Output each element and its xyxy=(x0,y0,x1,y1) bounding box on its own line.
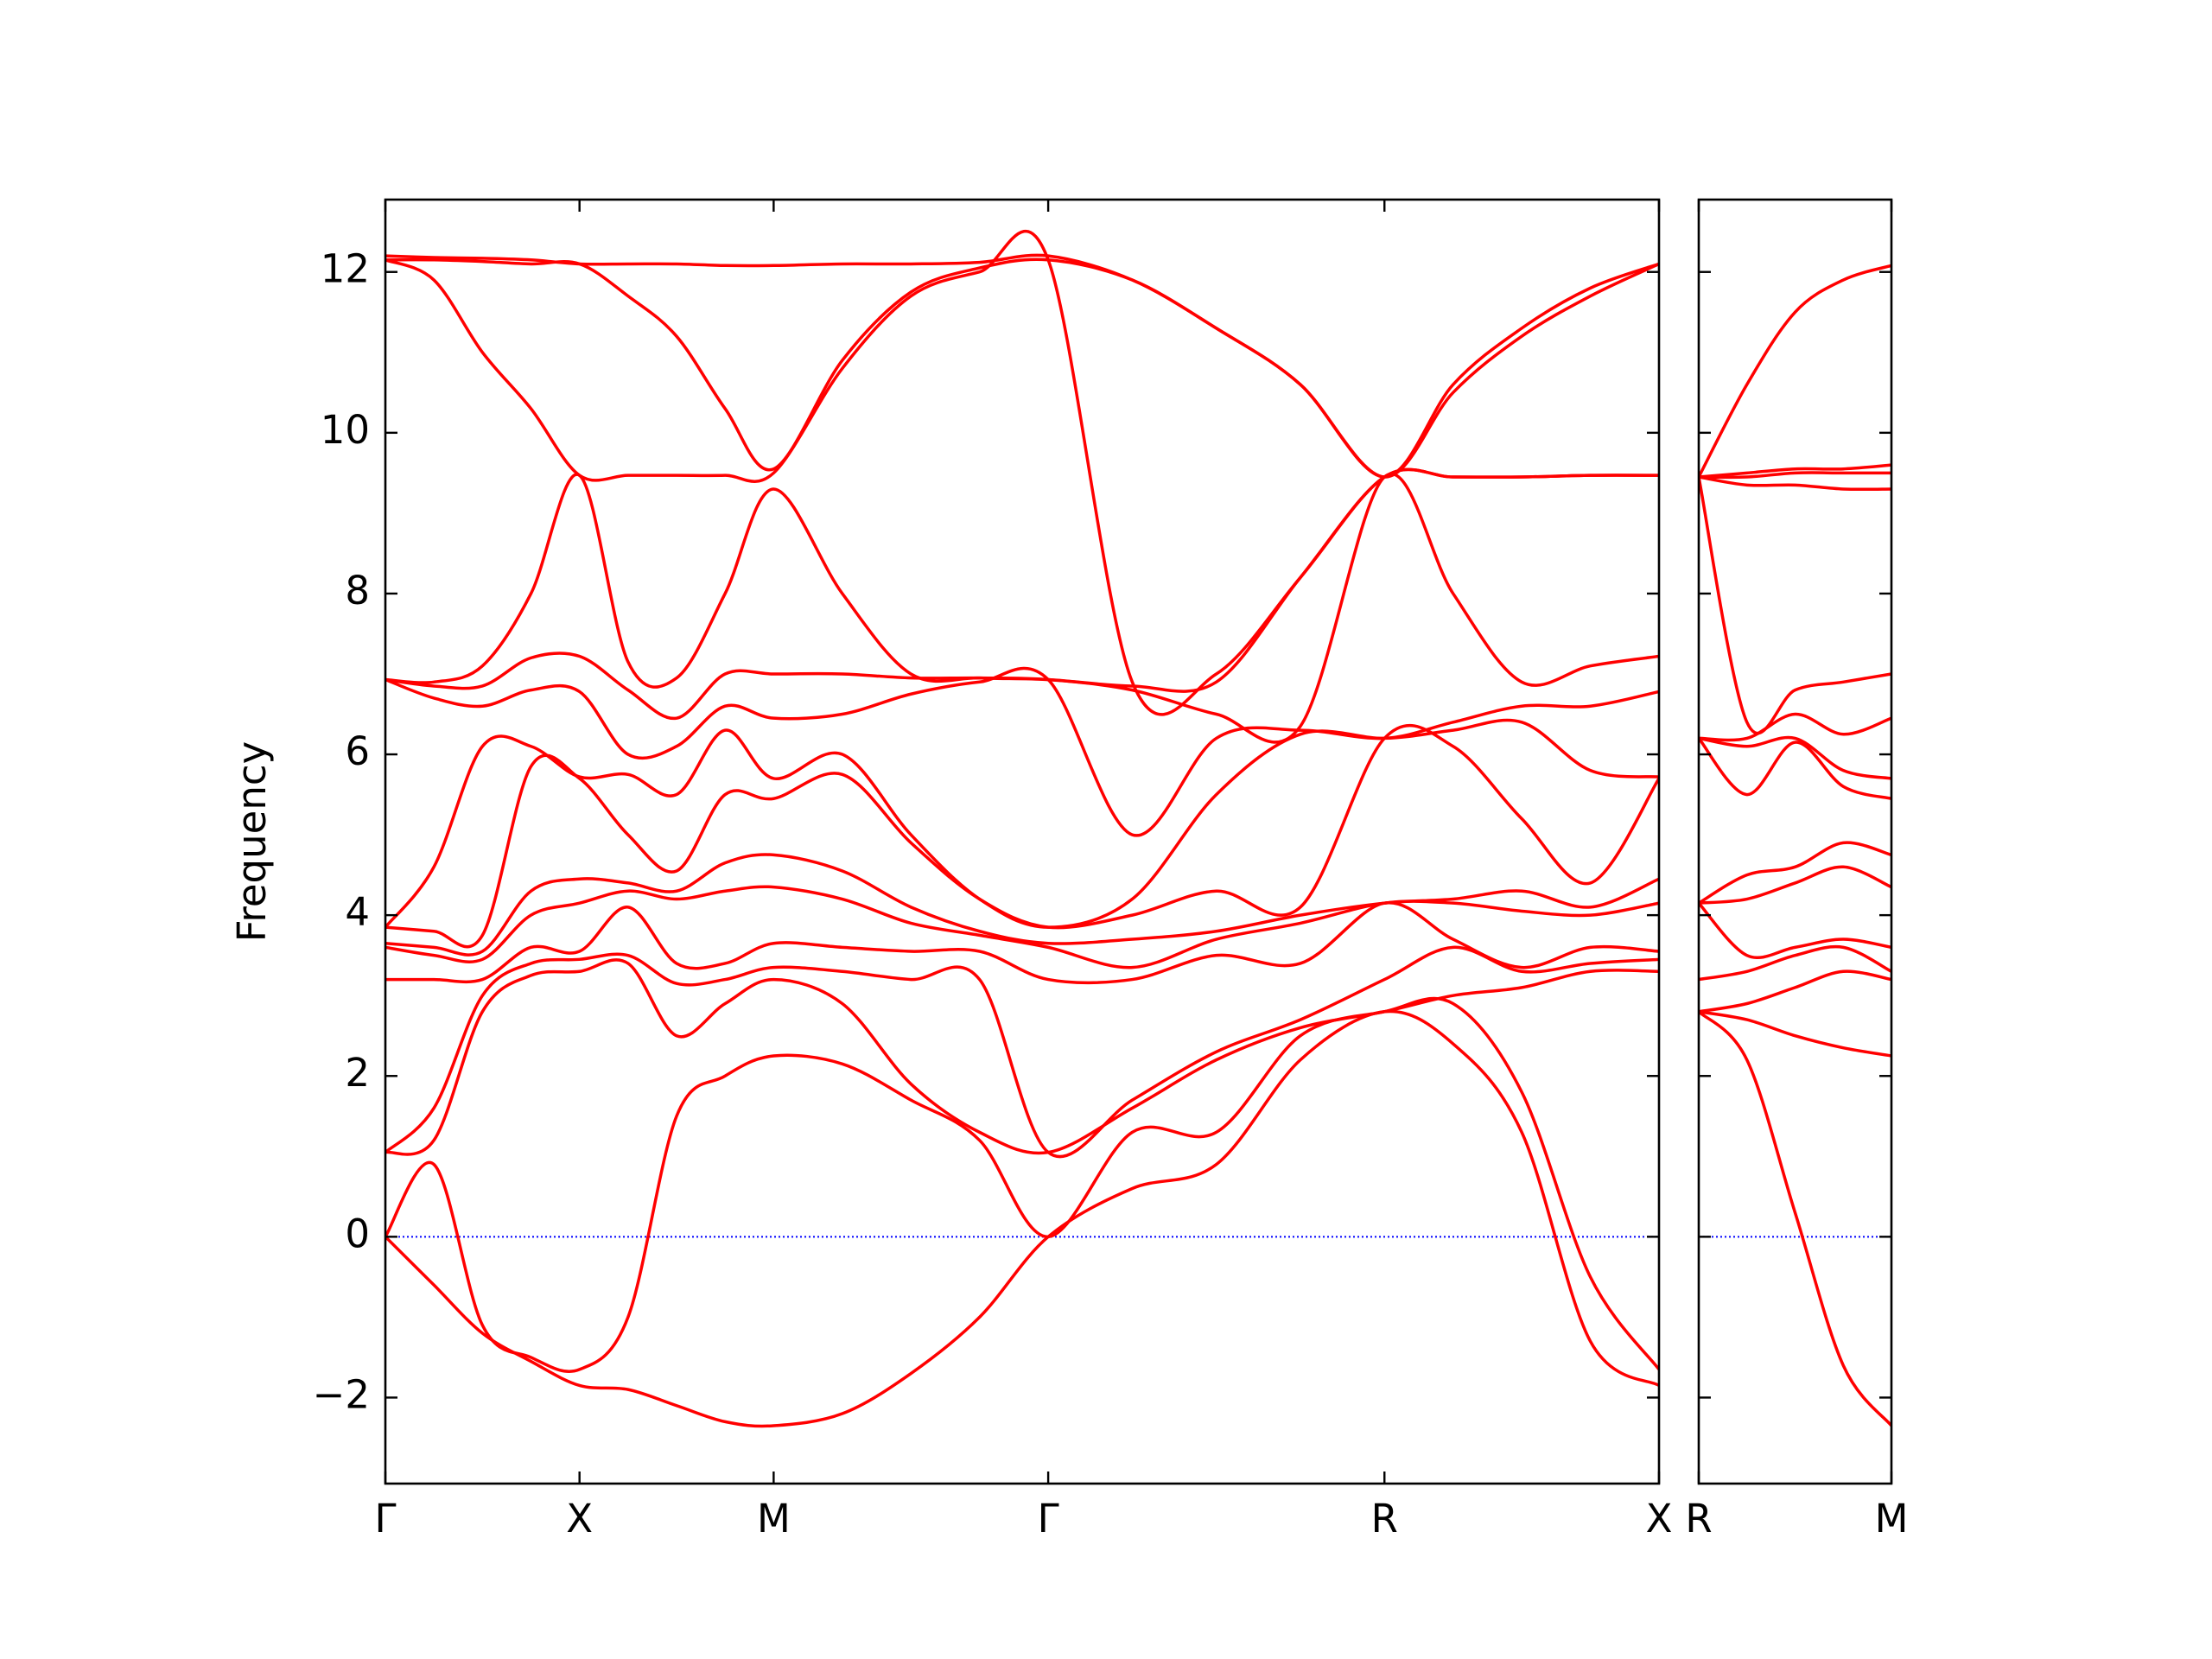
band-line xyxy=(385,1009,1659,1428)
x-tick-label: Γ xyxy=(1038,1496,1059,1541)
y-tick-label: −2 xyxy=(313,1371,370,1417)
x-tick-label: M xyxy=(1875,1496,1909,1541)
plot-frame xyxy=(1697,198,1893,1485)
band-line xyxy=(1699,475,1891,492)
band-line xyxy=(385,853,1659,957)
band-line xyxy=(1699,1010,1891,1058)
band-line xyxy=(385,996,1659,1373)
band-line xyxy=(1699,969,1891,1014)
x-tick-label: M xyxy=(757,1496,791,1541)
band-line xyxy=(1699,476,1891,735)
band-line xyxy=(385,666,1659,837)
band-line xyxy=(1699,463,1891,479)
x-tick-label: Γ xyxy=(374,1496,396,1541)
x-tick-label: R xyxy=(1685,1496,1712,1541)
x-tick-label: X xyxy=(1646,1496,1673,1541)
band-line xyxy=(385,945,1659,1159)
x-tick-label: R xyxy=(1371,1496,1398,1541)
x-tick-label: X xyxy=(566,1496,593,1541)
band-line xyxy=(385,901,1659,985)
plot-frame xyxy=(384,198,1661,1485)
band-line xyxy=(1699,1010,1891,1427)
band-line xyxy=(1699,865,1891,905)
y-axis-label: Frequency xyxy=(229,741,275,942)
band-line xyxy=(1699,712,1891,742)
band-line xyxy=(1699,737,1891,800)
y-tick-label: 8 xyxy=(345,568,370,613)
y-tick-label: 10 xyxy=(321,407,370,453)
band-line xyxy=(385,253,1659,479)
band-line xyxy=(385,958,1659,1156)
band-line xyxy=(385,718,1659,929)
band-line xyxy=(1699,841,1891,905)
y-tick-label: 0 xyxy=(345,1211,370,1256)
band-line xyxy=(1699,901,1891,959)
band-line xyxy=(1699,944,1891,982)
y-tick-label: 6 xyxy=(345,728,370,774)
band-line xyxy=(1699,264,1891,478)
band-line xyxy=(1699,471,1891,480)
bands xyxy=(1699,264,1891,1427)
y-tick-label: 12 xyxy=(321,246,370,292)
band-line xyxy=(1699,735,1891,780)
y-tick-label: 4 xyxy=(345,889,370,935)
y-tick-label: 2 xyxy=(345,1050,370,1096)
bands xyxy=(385,229,1659,1428)
